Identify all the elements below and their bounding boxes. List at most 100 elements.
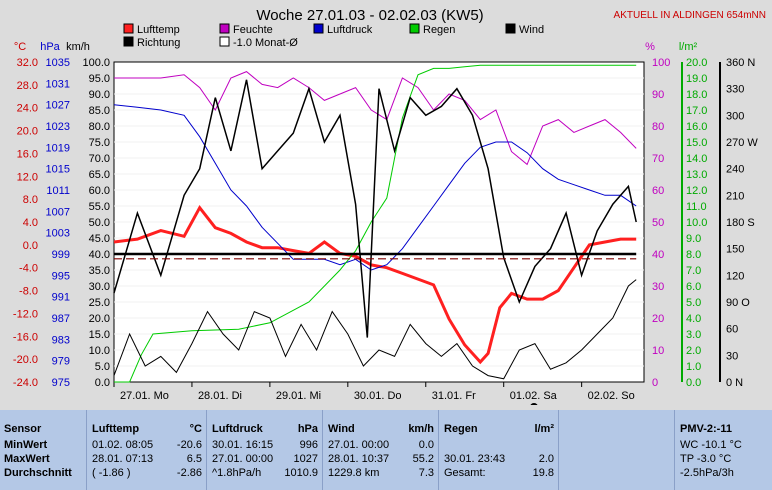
- y-tick-label: -24.0: [13, 377, 38, 389]
- y-tick-label: 999: [52, 249, 70, 261]
- legend-swatch: [123, 36, 134, 47]
- axis-header: km/h: [66, 41, 90, 53]
- y-tick-label: 10.0: [89, 345, 110, 357]
- y-tick-label: 20.0: [17, 126, 38, 138]
- legend-label: Luftdruck: [327, 24, 373, 36]
- stats-luftdruck-col: Luftdruck hPa 30.01. 16:15 996 27.01. 00:0…: [208, 410, 323, 490]
- y-tick-label: 1.0: [686, 361, 701, 373]
- y-tick-label: 5.0: [95, 361, 110, 373]
- y-tick-label: 35.0: [89, 265, 110, 277]
- stats-sensor-col: Sensor MinWert MaxWert Durchschnitt: [0, 410, 87, 490]
- stats-time: 30.01. 16:15: [212, 439, 274, 451]
- y-tick-label: 1023: [46, 121, 70, 133]
- series-line: [113, 204, 637, 365]
- stats-value: -2.5hPa/3h: [680, 467, 734, 479]
- aktuell-label: AKTUELL IN ALDINGEN 654mNN: [614, 10, 766, 21]
- stats-empty-col: [560, 410, 675, 490]
- y-tick-label: 30: [652, 281, 664, 293]
- y-tick-label: 2.0: [686, 345, 701, 357]
- x-tick-label: 02.02. So: [588, 390, 635, 402]
- stats-lufttemp-col: Lufttemp °C 01.02. 08:05 -20.6 28.01. 07:1…: [88, 410, 207, 490]
- y-tick-label: 150: [726, 244, 744, 256]
- y-tick-label: 17.0: [686, 105, 707, 117]
- axis-header: l/m²: [679, 41, 698, 53]
- y-tick-label: 0 N: [726, 377, 743, 389]
- y-tick-label: 80: [652, 121, 664, 133]
- y-tick-label: 19.0: [686, 73, 707, 85]
- stats-unit: l/m²: [534, 423, 554, 435]
- y-tick-label: -4.0: [19, 263, 38, 275]
- y-tick-label: 0.0: [686, 377, 701, 389]
- legend-swatch: [313, 23, 324, 34]
- y-tick-label: 9.0: [686, 233, 701, 245]
- y-tick-label: 0.0: [95, 377, 110, 389]
- weather-chart: Woche 27.01.03 - 02.02.03 (KW5) AKTUELL …: [12, 7, 766, 405]
- y-tick-label: 7.0: [686, 265, 701, 277]
- stats-header: Luftdruck: [212, 423, 263, 435]
- y-tick-label: -16.0: [13, 331, 38, 343]
- stats-time: ( -1.86 ): [92, 467, 131, 479]
- stats-time: 01.02. 08:05: [92, 439, 154, 451]
- stats-header: Regen: [444, 423, 478, 435]
- stats-unit: hPa: [297, 423, 318, 435]
- y-tick-label: 32.0: [17, 57, 38, 69]
- y-tick-label: 240: [726, 164, 744, 176]
- y-tick-label: 20: [652, 313, 664, 325]
- legend-swatch: [409, 23, 420, 34]
- y-tick-label: 40.0: [89, 249, 110, 261]
- y-tick-label: 50.0: [89, 217, 110, 229]
- y-tick-label: 4.0: [686, 313, 701, 325]
- y-tick-label: 11.0: [686, 201, 707, 213]
- y-tick-label: 330: [726, 84, 744, 96]
- stats-time: Gesamt:: [444, 467, 486, 479]
- y-tick-label: 10: [652, 345, 664, 357]
- legend-label: Richtung: [137, 37, 180, 49]
- y-tick-label: -8.0: [19, 286, 38, 298]
- y-tick-label: 1031: [46, 78, 70, 90]
- stats-label: MinWert: [4, 439, 48, 451]
- axis-header: °C: [14, 41, 26, 53]
- stats-unit: km/h: [408, 423, 434, 435]
- stats-time: 27.01. 00:00: [328, 439, 390, 451]
- legend-label: Lufttemp: [137, 24, 180, 36]
- y-tick-label: 90: [652, 89, 664, 101]
- y-tick-label: 300: [726, 110, 744, 122]
- x-tick-label: 27.01. Mo: [120, 390, 169, 402]
- y-tick-label: 45.0: [89, 233, 110, 245]
- y-tick-label: 1003: [46, 228, 70, 240]
- x-tick-label: 29.01. Mi: [276, 390, 321, 402]
- y-tick-label: 24.0: [17, 103, 38, 115]
- y-tick-label: 100.0: [82, 57, 110, 69]
- stats-header: Wind: [328, 423, 355, 435]
- y-tick-label: 1027: [46, 100, 70, 112]
- y-tick-label: 1019: [46, 142, 70, 154]
- legend-label: Feuchte: [233, 24, 273, 36]
- stats-time: 30.01. 23:43: [444, 453, 506, 465]
- stats-time: 28.01. 10:37: [328, 453, 390, 465]
- y-tick-label: 80.0: [89, 121, 110, 133]
- stats-value: -2.86: [176, 467, 202, 479]
- y-tick-label: 14.0: [686, 153, 707, 165]
- y-tick-label: 20.0: [89, 313, 110, 325]
- legend-swatch: [219, 23, 230, 34]
- stats-value: 19.8: [532, 467, 554, 479]
- x-tick-label: 30.01. Do: [354, 390, 402, 402]
- legend-swatch: [123, 23, 134, 34]
- y-tick-label: 987: [52, 313, 70, 325]
- y-tick-label: 85.0: [89, 105, 110, 117]
- y-tick-label: 65.0: [89, 169, 110, 181]
- y-tick-label: 3.0: [686, 329, 701, 341]
- stats-value: TP -3.0 °C: [680, 453, 732, 465]
- y-tick-label: 10.0: [686, 217, 707, 229]
- stats-value: 1010.9: [284, 467, 318, 479]
- y-tick-label: 13.0: [686, 169, 707, 181]
- y-tick-label: 180 S: [726, 217, 755, 229]
- y-tick-label: 30: [726, 350, 738, 362]
- legend-swatch: [219, 36, 230, 47]
- stats-value: 2.0: [538, 453, 554, 465]
- y-tick-label: -20.0: [13, 354, 38, 366]
- y-tick-label: 40: [652, 249, 664, 261]
- y-tick-label: 210: [726, 190, 744, 202]
- y-tick-label: 360 N: [726, 57, 755, 69]
- stats-unit: °C: [189, 423, 202, 435]
